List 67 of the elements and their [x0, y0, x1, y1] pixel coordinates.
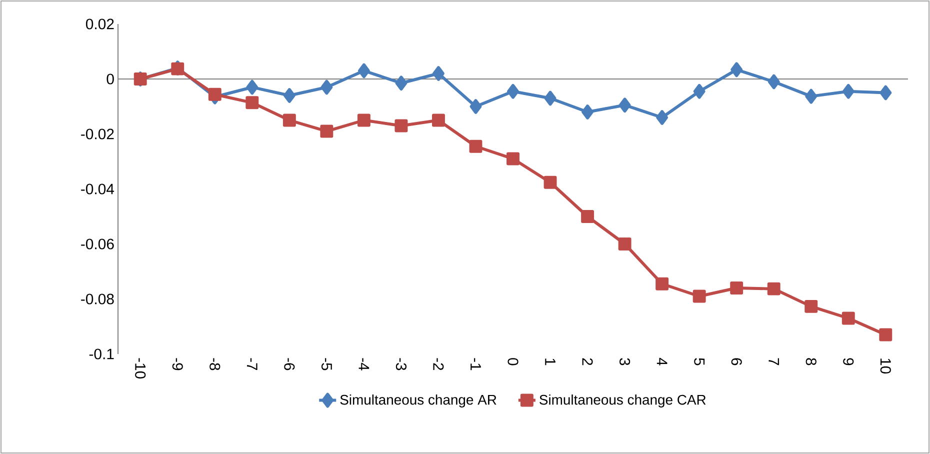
point: [842, 312, 855, 325]
point: [618, 238, 632, 250]
point: [470, 99, 482, 114]
x-tick-label: 0: [508, 358, 518, 366]
x-tick-label: 5: [694, 358, 705, 366]
point: [692, 290, 706, 303]
point: [208, 88, 222, 101]
point: [394, 119, 408, 132]
x-tick-label: 7: [768, 358, 779, 366]
point: [880, 85, 892, 100]
x-tick-label: -4: [358, 358, 370, 370]
point: [246, 96, 259, 110]
y-tick-label: -0.08: [81, 294, 114, 304]
point: [768, 74, 780, 90]
point: [246, 80, 258, 95]
point: [805, 88, 818, 104]
x-tick-label: -7: [247, 358, 258, 370]
point: [507, 84, 519, 99]
y-tick-label: -0.1: [89, 348, 114, 360]
x-tick-label: -10: [135, 358, 146, 379]
x-tick-label: -6: [284, 358, 295, 370]
point: [618, 98, 631, 113]
x-tick-label: -8: [210, 358, 220, 370]
point: [767, 282, 780, 296]
x-tick-label: 10: [880, 358, 891, 374]
point: [693, 84, 706, 99]
y-tick-label: -0.02: [81, 128, 114, 140]
x-tick-label: 8: [806, 358, 816, 366]
x-tick-label: 9: [843, 358, 854, 366]
x-tick-label: 4: [656, 358, 668, 366]
point: [282, 114, 296, 127]
point: [544, 90, 556, 106]
x-tick-label: 6: [731, 358, 742, 366]
x-tick-label: -9: [172, 358, 183, 370]
legend-label: Simultaneous change CAR: [540, 394, 706, 408]
point: [544, 176, 557, 189]
point: [842, 84, 854, 99]
point: [730, 282, 744, 294]
x-tick-label: 3: [620, 358, 630, 366]
point: [357, 114, 370, 127]
point: [879, 328, 892, 342]
point: [469, 140, 482, 153]
y-tick-label: 0: [106, 74, 114, 84]
x-tick-label: -2: [433, 358, 444, 370]
point: [320, 80, 333, 95]
y-tick-label: 0.02: [86, 18, 114, 30]
point: [432, 66, 444, 81]
x-tick-label: -3: [396, 358, 407, 370]
point: [656, 110, 668, 125]
point: [358, 63, 370, 78]
y-tick-label: -0.04: [81, 184, 114, 194]
point: [432, 114, 445, 127]
y-tick-label: -0.06: [81, 238, 114, 250]
point: [804, 300, 818, 313]
legend-label: Simultaneous change AR: [340, 394, 496, 408]
x-tick-label: -5: [321, 358, 332, 370]
point: [730, 62, 743, 78]
point: [656, 277, 669, 290]
x-tick-label: 2: [582, 358, 593, 366]
point: [283, 88, 296, 103]
point: [395, 76, 408, 91]
x-tick-label: -1: [470, 358, 481, 370]
point: [506, 152, 520, 166]
point: [320, 124, 334, 138]
x-tick-label: 1: [545, 358, 556, 366]
point: [581, 210, 594, 223]
point: [582, 104, 594, 120]
